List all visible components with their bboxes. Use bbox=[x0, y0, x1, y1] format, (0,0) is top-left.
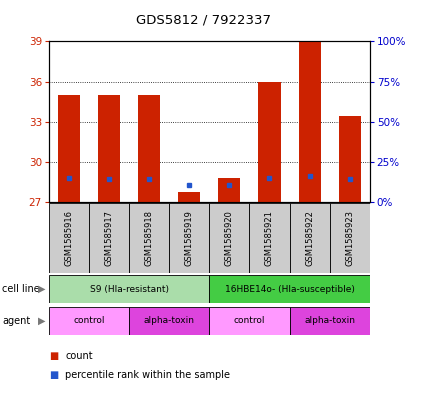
Text: S9 (Hla-resistant): S9 (Hla-resistant) bbox=[90, 285, 169, 294]
Text: count: count bbox=[65, 351, 93, 361]
Bar bbox=[289, 307, 370, 335]
Bar bbox=[218, 178, 241, 202]
Text: GSM1585922: GSM1585922 bbox=[305, 210, 314, 266]
Bar bbox=[89, 203, 129, 273]
Text: control: control bbox=[234, 316, 265, 325]
Bar bbox=[129, 307, 209, 335]
Text: GSM1585917: GSM1585917 bbox=[105, 210, 113, 266]
Text: agent: agent bbox=[2, 316, 30, 326]
Text: GSM1585923: GSM1585923 bbox=[345, 210, 354, 266]
Bar bbox=[58, 95, 80, 202]
Bar bbox=[138, 95, 160, 202]
Text: GSM1585920: GSM1585920 bbox=[225, 210, 234, 266]
Text: ▶: ▶ bbox=[38, 284, 45, 294]
Text: ■: ■ bbox=[49, 370, 58, 380]
Bar bbox=[129, 203, 169, 273]
Bar bbox=[49, 275, 209, 303]
Text: GSM1585916: GSM1585916 bbox=[65, 210, 74, 266]
Text: percentile rank within the sample: percentile rank within the sample bbox=[65, 370, 230, 380]
Bar bbox=[298, 41, 320, 202]
Text: alpha-toxin: alpha-toxin bbox=[304, 316, 355, 325]
Bar bbox=[98, 95, 120, 202]
Text: GSM1585919: GSM1585919 bbox=[185, 210, 194, 266]
Text: ▶: ▶ bbox=[38, 316, 45, 326]
Bar bbox=[209, 307, 289, 335]
Bar bbox=[209, 203, 249, 273]
Text: GDS5812 / 7922337: GDS5812 / 7922337 bbox=[136, 14, 272, 27]
Bar bbox=[258, 82, 280, 202]
Bar bbox=[49, 307, 129, 335]
Text: cell line: cell line bbox=[2, 284, 40, 294]
Bar bbox=[339, 116, 361, 202]
Bar bbox=[330, 203, 370, 273]
Text: 16HBE14o- (Hla-susceptible): 16HBE14o- (Hla-susceptible) bbox=[224, 285, 354, 294]
Text: control: control bbox=[73, 316, 105, 325]
Bar bbox=[169, 203, 209, 273]
Bar bbox=[49, 203, 89, 273]
Bar bbox=[289, 203, 330, 273]
Bar bbox=[209, 275, 370, 303]
Text: GSM1585918: GSM1585918 bbox=[144, 210, 154, 266]
Text: alpha-toxin: alpha-toxin bbox=[144, 316, 195, 325]
Bar bbox=[178, 192, 200, 202]
Text: GSM1585921: GSM1585921 bbox=[265, 210, 274, 266]
Bar bbox=[249, 203, 289, 273]
Text: ■: ■ bbox=[49, 351, 58, 361]
